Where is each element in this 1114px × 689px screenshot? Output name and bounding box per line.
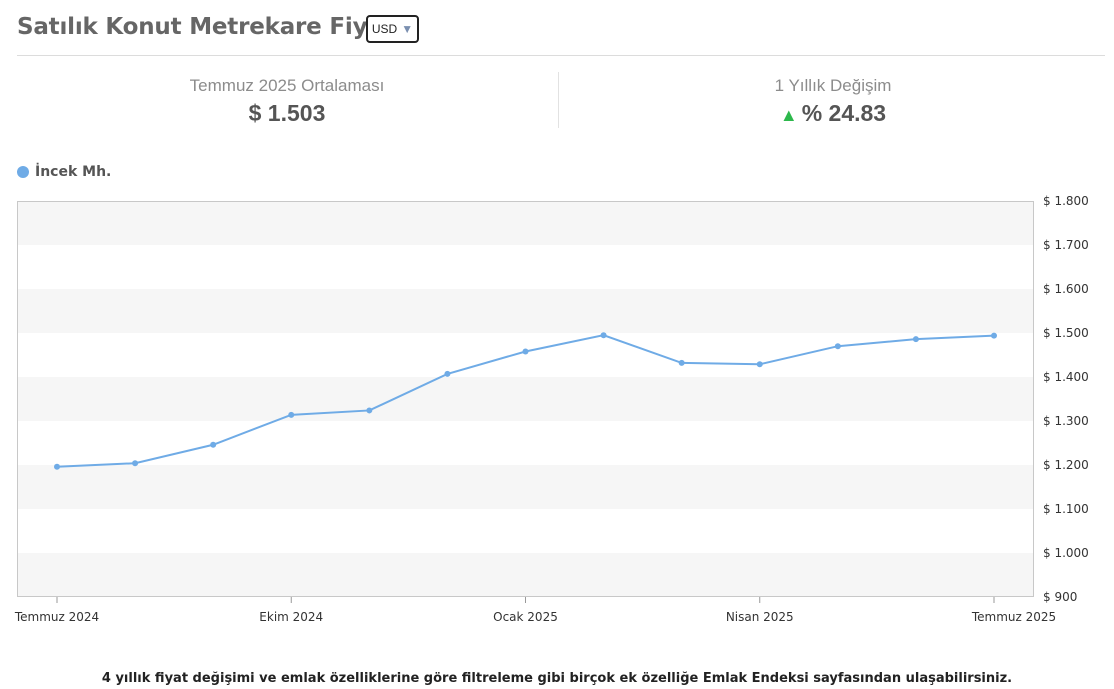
chart-legend[interactable]: İncek Mh. <box>17 164 111 180</box>
data-point <box>54 463 60 470</box>
y-tick-label: $ 1.800 <box>1043 194 1089 208</box>
y-tick-label: $ 1.700 <box>1043 238 1089 252</box>
change-stat: 1 Yıllık Değişim ▲% 24.83 <box>563 76 1103 127</box>
data-point <box>444 370 451 377</box>
grid-band <box>17 553 1034 597</box>
x-tick-label: Nisan 2025 <box>726 610 794 624</box>
y-tick-label: $ 900 <box>1043 590 1077 604</box>
grid-band <box>17 377 1034 421</box>
grid-band <box>17 509 1034 553</box>
currency-label: USD <box>371 22 398 36</box>
currency-dropdown[interactable]: USD ▼ <box>366 15 419 43</box>
y-tick-label: $ 1.500 <box>1043 326 1089 340</box>
y-tick-label: $ 1.000 <box>1043 546 1089 560</box>
data-point <box>366 407 373 414</box>
footer-note: 4 yıllık fiyat değişimi ve emlak özellik… <box>101 671 1013 686</box>
plot-frame <box>17 201 1034 597</box>
y-tick-label: $ 1.300 <box>1043 414 1089 428</box>
data-point <box>600 332 607 339</box>
y-tick-label: $ 1.200 <box>1043 458 1089 472</box>
data-point <box>756 361 763 368</box>
change-value: % 24.83 <box>801 100 887 126</box>
y-tick-label: $ 1.100 <box>1043 502 1089 516</box>
grid-band <box>17 245 1034 289</box>
y-tick-label: $ 1.400 <box>1043 370 1089 384</box>
x-tick-label: Ekim 2024 <box>259 610 323 624</box>
y-tick-label: $ 1.600 <box>1043 282 1089 296</box>
price-line-chart: $ 900 $ 1.000 $ 1.100 $ 1.200 $ 1.300 $ 1.400… <box>14 194 1089 624</box>
chevron-down-icon: ▼ <box>401 22 414 36</box>
page-title: Satılık Konut Metrekare Fiyatı <box>17 14 402 40</box>
data-point <box>210 441 217 448</box>
data-point <box>132 460 139 467</box>
average-stat: Temmuz 2025 Ortalaması $ 1.503 <box>17 76 557 127</box>
x-tick-label: Temmuz 2025 <box>971 610 1056 624</box>
data-point <box>522 348 529 355</box>
header-divider <box>17 55 1105 56</box>
average-label: Temmuz 2025 Ortalaması <box>189 76 385 95</box>
change-value-row: ▲% 24.83 <box>563 100 1103 127</box>
average-value: $ 1.503 <box>248 100 326 126</box>
x-tick-label: Temmuz 2024 <box>14 610 99 624</box>
grid-band <box>17 421 1034 465</box>
data-point <box>991 332 997 339</box>
data-point <box>912 336 919 343</box>
arrow-up-icon: ▲ <box>779 105 798 125</box>
legend-dot-icon <box>17 166 29 178</box>
grid-band <box>17 201 1034 245</box>
legend-label: İncek Mh. <box>35 164 112 180</box>
grid-band <box>17 333 1034 377</box>
data-point <box>678 359 685 366</box>
change-label: 1 Yıllık Değişim <box>774 76 892 95</box>
grid-band <box>17 289 1034 333</box>
data-point <box>288 411 295 418</box>
data-point <box>834 343 841 350</box>
grid-band <box>17 465 1034 509</box>
stat-divider <box>558 72 559 128</box>
x-tick-label: Ocak 2025 <box>493 610 558 624</box>
